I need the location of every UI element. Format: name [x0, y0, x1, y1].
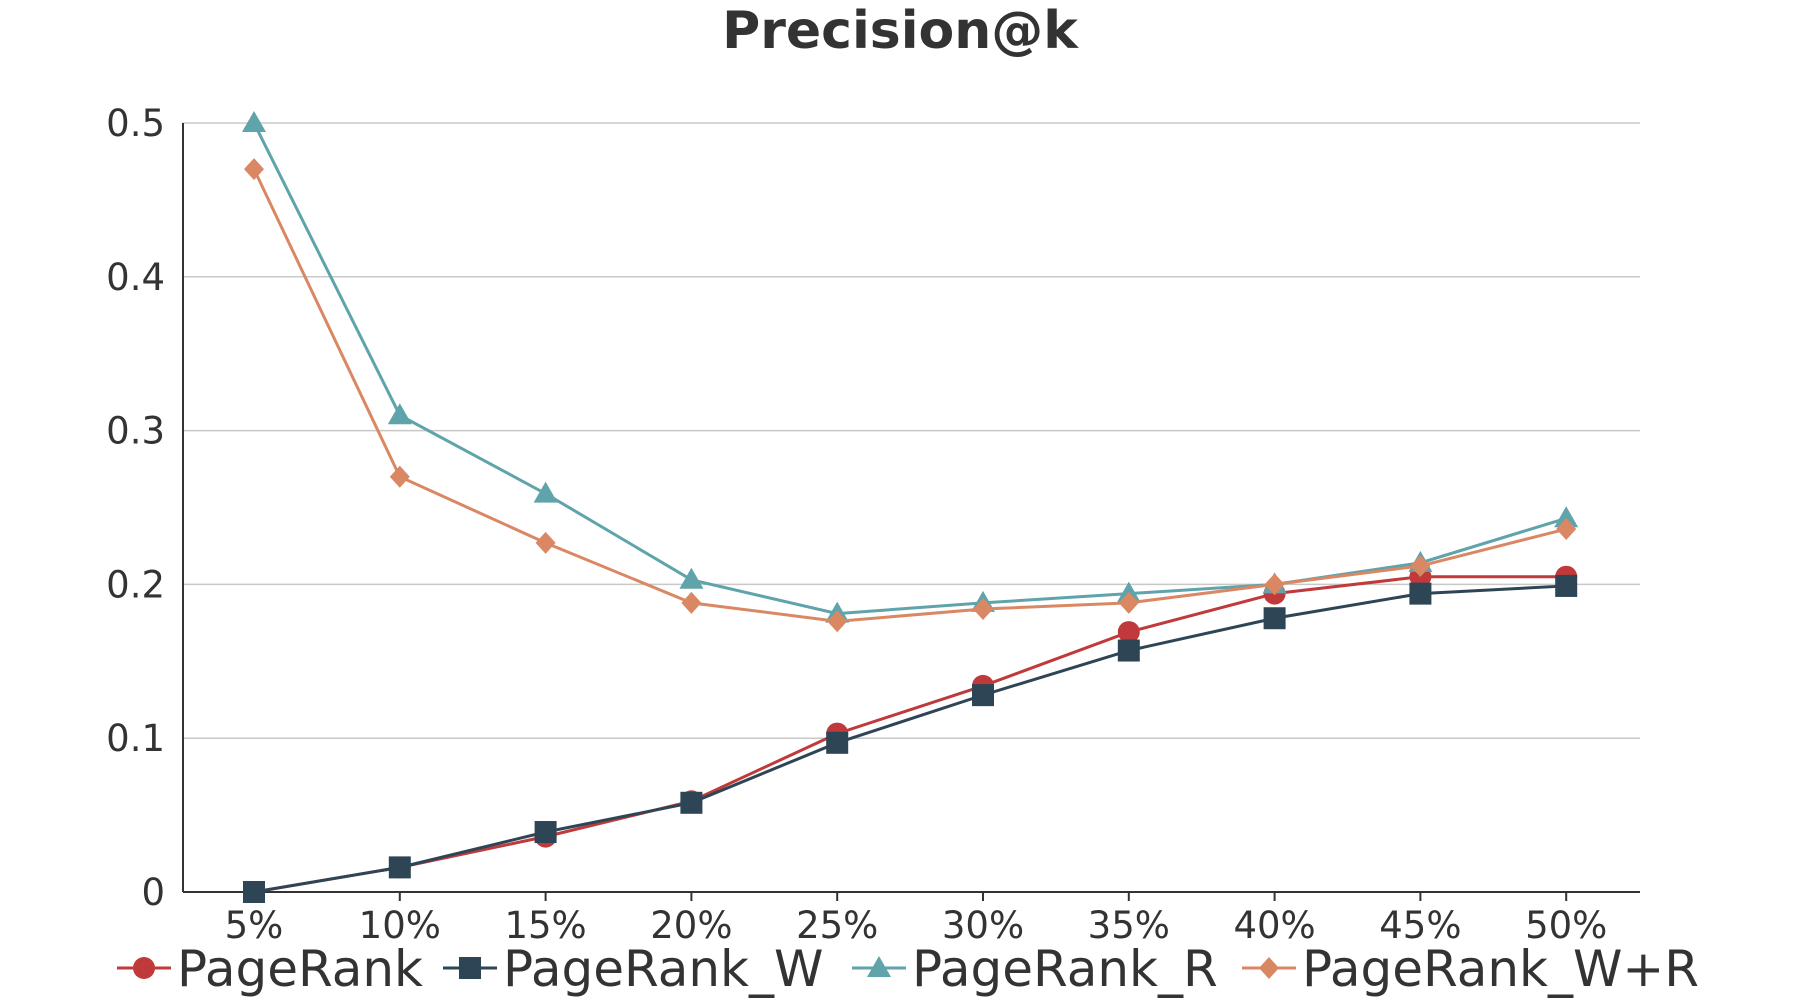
- legend-item-pagerank-r: PageRank_R: [852, 940, 1218, 998]
- x-tick-label: 50%: [1525, 904, 1607, 947]
- data-point-pagerank-w-r: [1264, 573, 1285, 596]
- series-pagerank-r: [242, 111, 1579, 623]
- legend-marker: [459, 957, 481, 979]
- chart-title: Precision@k: [722, 1, 1079, 61]
- data-point-pagerank-w-r: [681, 591, 702, 614]
- x-tick-label: 40%: [1233, 904, 1315, 947]
- x-tick-label: 25%: [796, 904, 878, 947]
- legend-label: PageRank: [177, 940, 423, 998]
- legend-label: PageRank_W+R: [1302, 940, 1699, 998]
- data-point-pagerank-w-r: [389, 465, 410, 488]
- legend: PageRank PageRank_W PageRank_R PageRank_W+R: [117, 940, 1699, 998]
- series-line-pagerank-w-r: [252, 168, 1567, 623]
- series-line-pagerank-r: [252, 122, 1567, 616]
- data-point-pagerank-w: [1409, 582, 1432, 605]
- axes: 0 0.1 0.2 0.3 0.4 0.5 5% 10% 15% 20% 25% 30% 35% 40% 4…: [106, 102, 1640, 947]
- legend-marker: [1259, 957, 1279, 979]
- legend-label: PageRank_W: [503, 940, 823, 998]
- data-point-pagerank-w: [243, 881, 265, 903]
- series-pagerank-w-r: [244, 158, 1577, 633]
- data-point-pagerank-w: [826, 731, 849, 754]
- data-point-pagerank-r: [242, 111, 266, 132]
- data-point-pagerank: [1117, 621, 1140, 644]
- y-tick-label: 0.4: [106, 256, 165, 299]
- legend-item-pagerank: PageRank: [117, 940, 423, 998]
- legend-item-pagerank-w-r: PageRank_W+R: [1242, 940, 1699, 998]
- grid: [183, 122, 1640, 739]
- x-tick-label: 45%: [1379, 904, 1461, 947]
- x-tick-label: 5%: [225, 904, 284, 947]
- data-point-pagerank-w-r: [1410, 554, 1431, 577]
- data-point-pagerank-w: [1555, 574, 1578, 597]
- data-point-pagerank-w: [1263, 607, 1286, 630]
- y-tick-label: 0.3: [106, 410, 165, 453]
- data-point-pagerank-w-r: [827, 610, 848, 633]
- series-pagerank-w: [243, 574, 1578, 903]
- data-point-pagerank-w: [972, 684, 994, 707]
- x-tick-label: 10%: [359, 904, 441, 947]
- data-point-pagerank-w-r: [1118, 591, 1139, 614]
- series-line-pagerank-w: [253, 584, 1567, 894]
- data-point-pagerank-w: [388, 856, 411, 879]
- data-point-pagerank-w: [534, 821, 557, 844]
- legend-marker: [867, 956, 891, 977]
- y-tick-label: 0.5: [106, 102, 165, 145]
- data-point-pagerank-w-r: [1556, 518, 1577, 541]
- series-group: [242, 111, 1579, 903]
- y-tick-label: 0.1: [106, 717, 165, 760]
- data-point-pagerank-w: [1117, 639, 1140, 662]
- x-tick-label: 20%: [650, 904, 732, 947]
- data-point-pagerank-w-r: [535, 531, 556, 554]
- legend-marker: [133, 957, 155, 979]
- x-tick-label: 15%: [504, 904, 586, 947]
- series-line-pagerank: [253, 575, 1567, 894]
- x-tick-label: 35%: [1088, 904, 1170, 947]
- legend-item-pagerank-w: PageRank_W: [443, 940, 823, 998]
- data-point-pagerank-r: [533, 481, 558, 503]
- y-tick-label: 0: [141, 871, 165, 914]
- data-point-pagerank-w-r: [244, 158, 264, 181]
- data-point-pagerank-r: [679, 567, 704, 589]
- data-point-pagerank-r: [1554, 506, 1579, 528]
- data-point-pagerank-w: [680, 791, 703, 814]
- data-point-pagerank-w-r: [973, 598, 993, 621]
- y-tick-label: 0.2: [106, 563, 165, 606]
- x-tick-label: 30%: [942, 904, 1024, 947]
- legend-label: PageRank_R: [912, 940, 1218, 998]
- data-point-pagerank-r: [387, 403, 412, 425]
